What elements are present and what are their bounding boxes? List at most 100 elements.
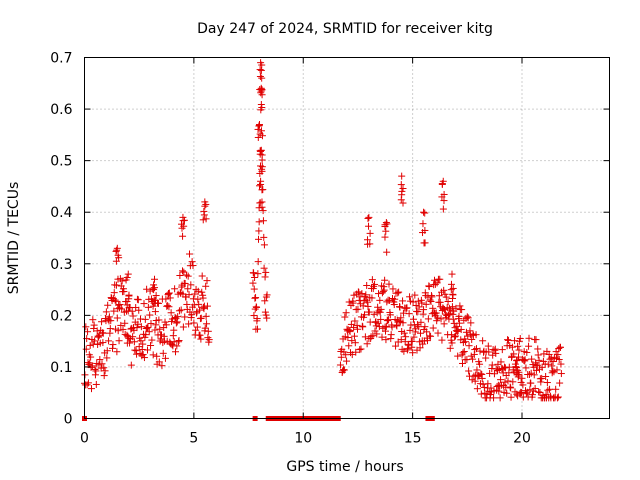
data-point [399,297,407,305]
data-point [420,239,428,247]
data-point [357,345,365,353]
data-point [457,325,465,333]
data-point [359,302,367,310]
data-point [337,353,345,361]
data-point [92,380,100,388]
data-point [454,327,462,335]
data-point [344,334,352,342]
data-point [151,275,158,283]
data-point [164,302,172,310]
data-point [193,323,201,331]
data-point [467,319,475,327]
data-point [415,323,423,331]
data-point [103,354,111,362]
data-point [522,387,529,395]
data-point [508,343,516,351]
data-point [151,308,159,316]
data-point [162,295,170,303]
data-point [258,151,266,159]
data-point [424,337,431,345]
data-point [440,190,448,198]
data-point [112,247,120,255]
data-point [262,311,270,319]
data-point [514,342,522,350]
data-point [429,324,437,332]
data-point [113,244,121,252]
data-point [415,303,423,311]
data-point [254,125,262,133]
data-point [490,394,498,402]
data-point [363,281,371,289]
data-point [118,277,126,285]
data-point [185,291,193,299]
y-tick-label: 0.7 [50,51,72,67]
data-point [479,380,487,388]
data-point [123,274,131,282]
data-point [367,333,375,341]
data-point [549,358,557,366]
data-point [152,292,160,300]
data-point [522,364,530,372]
data-point [249,279,257,287]
data-point [139,340,147,348]
data-point [411,291,419,299]
data-point [204,327,212,335]
data-point [259,207,267,215]
data-point [125,292,133,300]
data-point [254,270,262,278]
data-point [412,301,420,309]
data-point [495,387,503,395]
data-point [250,269,258,277]
data-point [515,353,522,361]
data-point [397,314,405,322]
chart-title: Day 247 of 2024, SRMTID for receiver kit… [197,21,493,37]
data-point [376,296,384,304]
data-point [514,366,522,374]
data-point [484,342,492,350]
data-point [510,350,518,358]
data-point [201,324,209,332]
data-point [382,227,390,235]
data-point [537,378,545,386]
data-point [95,333,102,341]
data-point [113,246,121,254]
data-point [498,346,506,354]
data-point [527,379,535,387]
data-point [501,364,509,372]
data-point [516,335,524,343]
data-point [501,378,509,386]
data-point [410,315,417,323]
data-point [82,345,90,353]
data-point [254,258,262,266]
x-tick-label: 10 [294,431,312,447]
data-point [365,213,373,221]
data-point [376,308,384,316]
data-point [371,327,379,335]
data-point [451,324,459,332]
data-point [126,339,134,347]
data-point [525,334,533,342]
data-point [115,337,123,345]
data-point [113,314,121,322]
data-point [503,389,511,397]
data-point [388,323,396,331]
data-point [200,207,208,215]
data-point [251,274,259,282]
data-point [394,289,402,297]
data-point [96,356,104,364]
data-point [120,288,128,296]
data-point [497,376,505,384]
data-point [159,349,167,357]
data-point [198,272,206,280]
data-point [432,309,440,317]
data-point [177,306,185,314]
data-point [359,323,367,331]
data-point [383,248,391,256]
data-point [382,336,390,344]
data-point [181,279,189,287]
data-point [149,302,157,310]
data-point [187,281,195,289]
data-point [203,320,211,328]
data-point [202,215,210,223]
data-point [368,276,376,284]
